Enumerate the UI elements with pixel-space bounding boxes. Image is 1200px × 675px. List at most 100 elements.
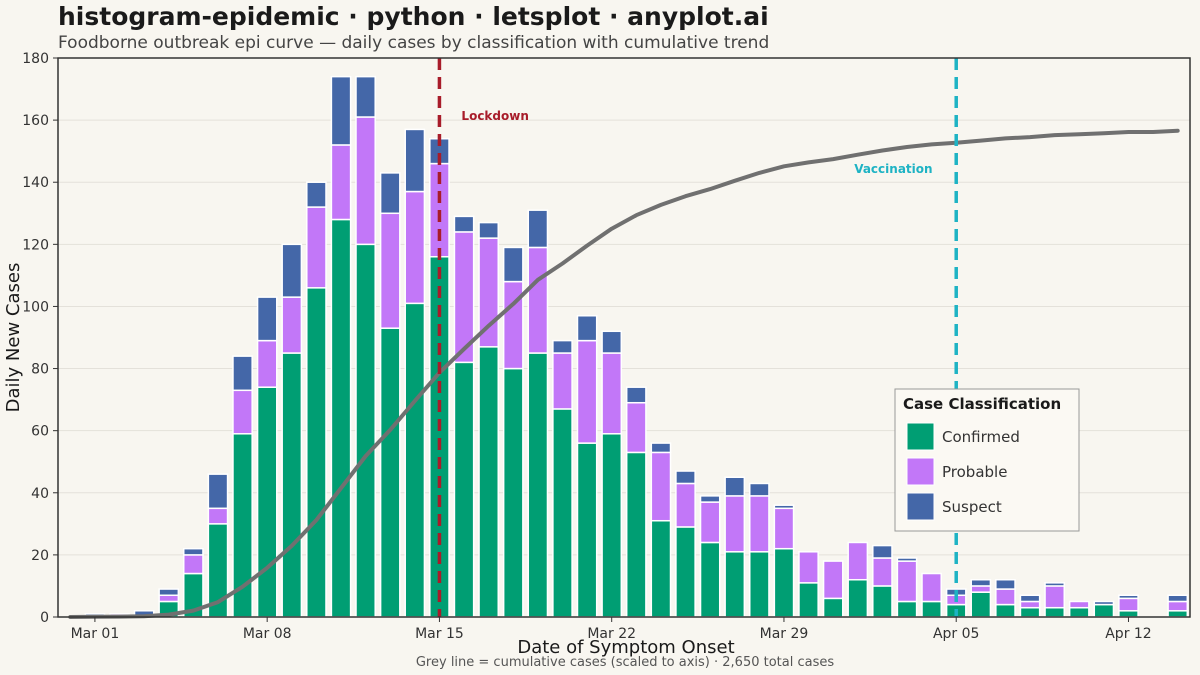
bar-confirmed [699, 541, 721, 618]
bar-suspect [749, 482, 770, 497]
bar-suspect [1118, 594, 1139, 600]
bar-suspect [576, 315, 598, 342]
bar-confirmed [675, 526, 696, 618]
bar-suspect [306, 181, 327, 208]
bar-confirmed [896, 600, 918, 618]
bar-confirmed [822, 597, 844, 618]
legend-swatch-probable [906, 457, 935, 486]
cumulative-line [68, 128, 1180, 619]
bar-probable [872, 557, 893, 587]
bar-suspect [601, 330, 623, 354]
bar-suspect [158, 588, 180, 597]
x-tick-label: Mar 29 [760, 626, 809, 642]
x-tick-label: Mar 22 [587, 626, 636, 642]
bar-confirmed [847, 578, 869, 618]
legend-swatch-confirmed [906, 422, 935, 451]
bar-probable [847, 541, 869, 581]
bar-confirmed [872, 585, 893, 618]
x-tick-label: Apr 05 [933, 626, 979, 642]
chart-caption: Grey line = cumulative cases (scaled to … [415, 655, 835, 670]
bar-probable [1044, 585, 1065, 609]
bar-suspect [1167, 594, 1189, 603]
bar-confirmed [379, 327, 401, 618]
bar-probable [281, 296, 303, 354]
bar-probable [306, 206, 327, 289]
bar-suspect [1019, 594, 1041, 603]
bar-confirmed [921, 600, 942, 618]
bar-confirmed [601, 433, 623, 618]
bar-suspect [896, 557, 918, 562]
bar-confirmed [798, 582, 819, 618]
y-tick-label: 80 [31, 362, 49, 378]
bar-probable [675, 482, 696, 528]
bar-probable [576, 339, 598, 444]
bar-confirmed [1167, 610, 1189, 618]
x-tick-label: Mar 08 [243, 626, 292, 642]
bar-suspect [970, 578, 992, 587]
bar-probable [822, 560, 844, 600]
bar-probable [970, 585, 992, 593]
bar-probable [921, 572, 942, 603]
bar-probable [625, 401, 647, 454]
bar-probable [404, 190, 426, 305]
bar-confirmed [355, 243, 376, 618]
y-tick-label: 20 [31, 548, 49, 564]
bar-suspect [699, 495, 721, 503]
x-axis-title: Date of Symptom Onset [517, 637, 734, 658]
bar-probable [896, 560, 918, 603]
bar-probable [1068, 600, 1090, 609]
y-tick-label: 0 [40, 610, 49, 626]
y-tick-label: 40 [31, 486, 49, 502]
bar-suspect [650, 442, 672, 454]
bar-confirmed [502, 367, 524, 618]
bar-confirmed [330, 218, 352, 618]
bar-confirmed [478, 346, 499, 618]
bar-probable [256, 339, 278, 388]
chart-subtitle: Foodborne outbreak epi curve — daily cas… [58, 33, 770, 53]
legend-items: Confirmed Probable Suspect [906, 422, 1020, 521]
bar-probable [552, 352, 573, 410]
legend-label-confirmed: Confirmed [942, 428, 1020, 446]
bar-suspect [232, 355, 253, 392]
bar-probable [183, 554, 204, 575]
bar-suspect [995, 578, 1016, 590]
bar-confirmed [306, 287, 327, 618]
bar-probable [798, 551, 819, 584]
bar-probable [724, 495, 746, 553]
bar-suspect [1044, 582, 1065, 587]
bar-suspect [675, 470, 696, 485]
bar-suspect [207, 473, 229, 510]
x-tick-label: Mar 15 [415, 626, 464, 642]
bar-confirmed [625, 451, 647, 618]
bar-probable [773, 507, 795, 550]
bar-probable [158, 594, 180, 603]
bar-suspect [453, 215, 475, 233]
bar-confirmed [1093, 603, 1115, 618]
bar-confirmed [281, 352, 303, 618]
bar-suspect [281, 243, 303, 298]
legend-label-suspect: Suspect [942, 498, 1002, 516]
bar-probable [1167, 600, 1189, 612]
bars [84, 75, 1189, 618]
bar-probable [1019, 600, 1041, 609]
bar-suspect [872, 544, 893, 559]
bar-probable [995, 588, 1016, 606]
bar-probable [379, 212, 401, 329]
legend-title: Case Classification [903, 395, 1061, 413]
bar-confirmed [453, 361, 475, 618]
bar-suspect [552, 339, 573, 354]
bar-suspect [724, 476, 746, 497]
x-tick-label: Apr 12 [1105, 626, 1151, 642]
bar-confirmed [724, 551, 746, 618]
bar-confirmed [1019, 606, 1041, 618]
bar-confirmed [970, 591, 992, 618]
bar-probable [601, 352, 623, 435]
y-tick-label: 100 [22, 299, 49, 315]
bar-suspect [773, 504, 795, 510]
annotation-label: Lockdown [461, 109, 528, 123]
bar-probable [1118, 597, 1139, 612]
bar-probable [207, 507, 229, 525]
bar-confirmed [527, 352, 549, 618]
bar-suspect [1093, 600, 1115, 606]
